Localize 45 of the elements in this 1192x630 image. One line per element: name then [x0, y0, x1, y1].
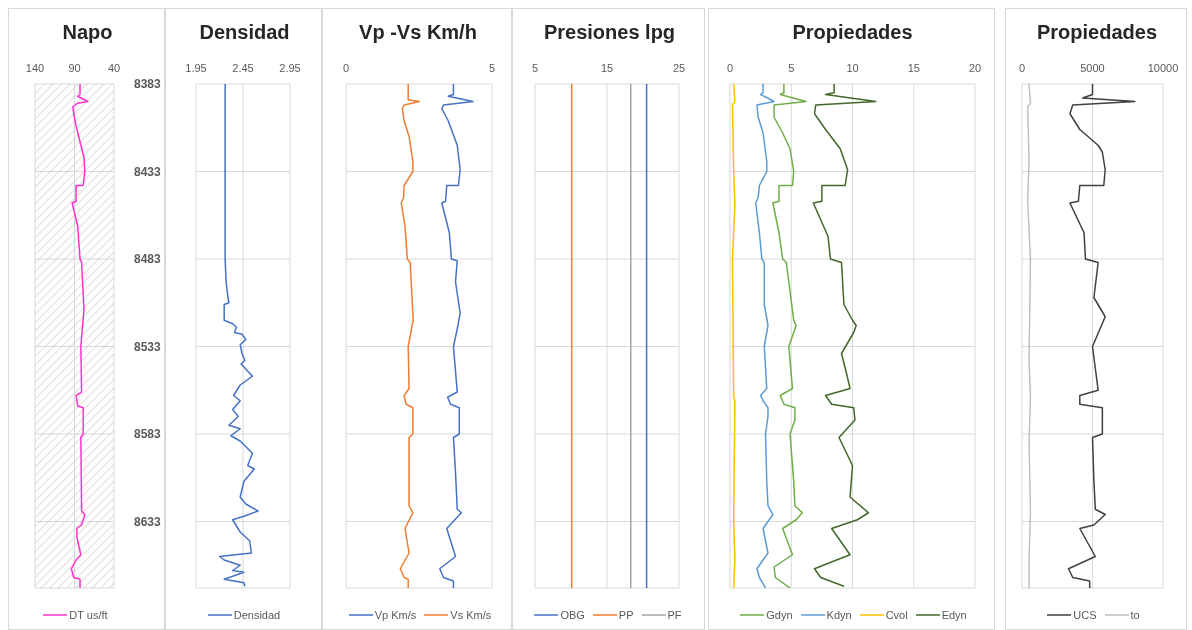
y-tick-label: 8383 — [134, 77, 162, 92]
x-tick-label: 2.95 — [279, 62, 301, 74]
legend-label: PP — [618, 609, 634, 621]
chart-title: Densidad — [198, 21, 291, 44]
y-tick-label: 8483 — [134, 252, 162, 267]
x-tick-label: 2.45 — [232, 62, 254, 74]
y-tick-label: 8633 — [134, 514, 162, 529]
chart-title: Vp -Vs Km/h — [358, 21, 478, 44]
x-tick-label: 1.95 — [185, 62, 207, 74]
line-series — [70, 84, 89, 588]
legend-label: Vs Km/s — [450, 609, 492, 621]
chart-title: Presiones lpg — [542, 21, 677, 44]
y-tick-label: 8533 — [134, 339, 162, 354]
x-tick-label: 0 — [726, 62, 734, 74]
chart-title: Propiedades — [791, 21, 914, 44]
x-tick-label: 40 — [107, 62, 121, 74]
x-tick-label: 20 — [968, 62, 982, 74]
x-tick-label: 5 — [488, 62, 496, 74]
x-tick-label: 5000 — [1080, 62, 1105, 74]
x-tick-label: 0 — [342, 62, 350, 74]
legend-label: Kdyn — [826, 609, 852, 621]
x-tick-label: 10 — [846, 62, 859, 74]
legend-label: Vp Km/s — [374, 609, 417, 621]
y-tick-label: 8433 — [134, 164, 162, 179]
legend-label: Densidad — [233, 609, 281, 621]
x-tick-label: 90 — [68, 62, 81, 74]
x-tick-label: 25 — [672, 62, 686, 74]
y-tick-label: 8583 — [134, 427, 162, 442]
x-tick-label: 5 — [531, 62, 539, 74]
chart-title: Napo — [61, 21, 114, 44]
x-tick-label: 140 — [25, 62, 45, 74]
chart-title: Propiedades — [1035, 21, 1158, 44]
x-tick-label: 15 — [600, 62, 614, 74]
legend-label: UCS — [1073, 609, 1097, 621]
x-tick-label: 5 — [788, 62, 795, 74]
legend-label: Gdyn — [766, 609, 793, 621]
x-tick-label: 15 — [907, 62, 920, 74]
legend-label: OBG — [560, 609, 585, 621]
legend-label: PF — [667, 609, 682, 621]
x-tick-label: 0 — [1018, 62, 1026, 74]
legend-label: to — [1130, 609, 1140, 621]
x-tick-label: 10000 — [1147, 62, 1179, 74]
legend-label: Cvol — [885, 609, 908, 621]
legend-label: Edyn — [941, 609, 967, 621]
legend-label: DT us/ft — [69, 609, 108, 621]
